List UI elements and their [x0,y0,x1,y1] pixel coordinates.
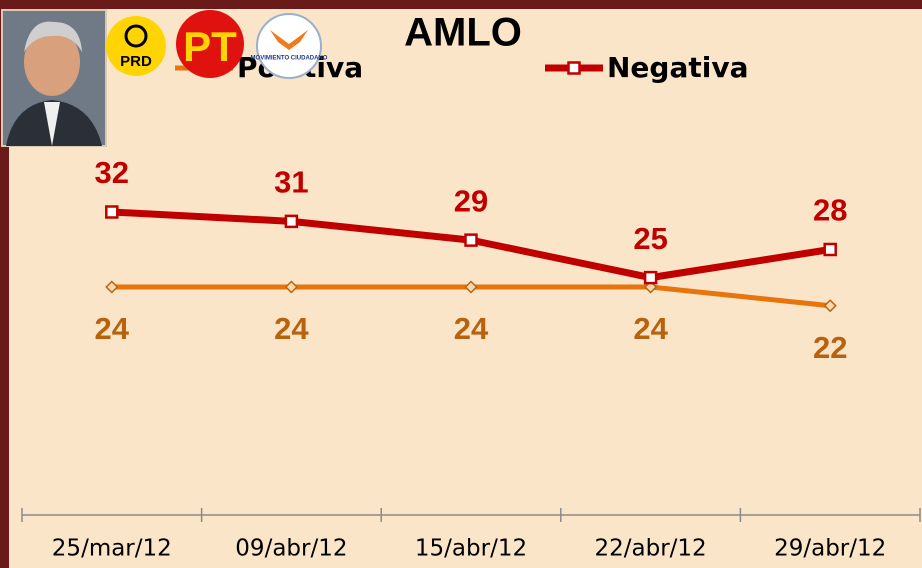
x-tick-label: 29/abr/12 [774,536,886,562]
logo-text: PRD [120,53,152,70]
chart-title: AMLO [404,11,522,55]
x-tick-label: 22/abr/12 [595,536,707,562]
point [823,299,837,313]
data-label: 29 [454,183,488,218]
top-border [0,0,922,9]
point [464,233,478,247]
x-tick-label: 15/abr/12 [415,536,527,562]
point [105,280,119,294]
legend-marker [567,61,581,75]
photo [1,9,107,147]
data-label: 24 [95,311,130,346]
point [284,214,299,229]
point [823,242,837,257]
logo-text: PT [183,23,237,70]
data-label: 24 [633,311,668,346]
legend-label: Negativa [607,51,749,84]
logo-pt: PT [176,10,244,78]
logo-prd: PRD [106,16,166,76]
point [105,205,119,219]
data-label: 24 [454,311,489,346]
data-label: 25 [633,221,667,256]
data-label: 24 [274,311,309,346]
logo-mc: MOVIMIENTO CIUDADANO [251,13,328,79]
point [643,270,658,285]
data-label: 28 [813,193,847,228]
data-label: 31 [274,165,308,200]
data-label: 32 [95,155,129,190]
x-tick-label: 25/mar/12 [52,536,172,562]
data-label: 22 [813,330,847,365]
point [464,280,478,294]
x-tick-label: 09/abr/12 [235,536,347,562]
left-border [0,0,9,568]
logo-text: MOVIMIENTO CIUDADANO [251,56,328,62]
point [284,280,298,294]
